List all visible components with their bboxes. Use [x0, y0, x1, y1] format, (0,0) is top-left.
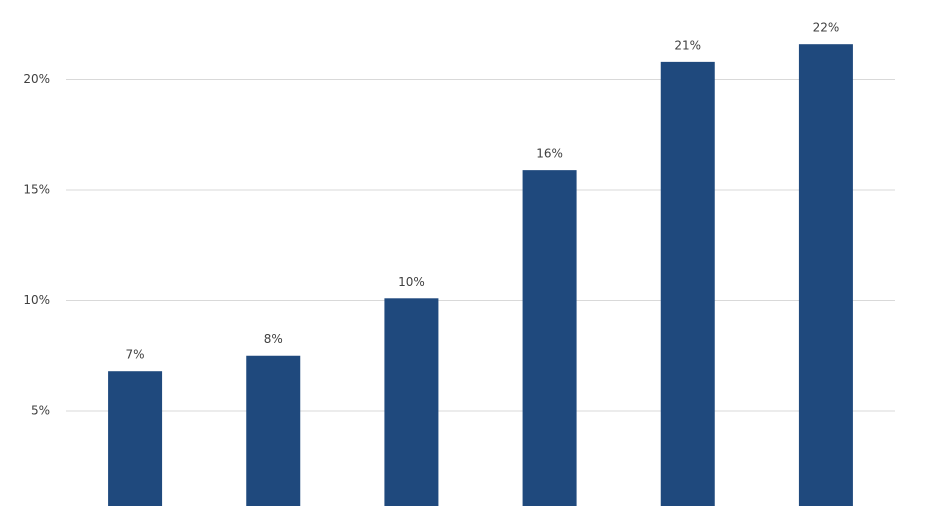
y-tick-label: 5%: [31, 403, 50, 417]
bar: [522, 170, 577, 506]
bar: [246, 355, 301, 506]
y-tick-label: 10%: [23, 293, 50, 307]
data-label: 16%: [536, 147, 563, 161]
data-label: 21%: [674, 38, 701, 52]
bar: [798, 44, 853, 506]
data-label: 8%: [264, 332, 283, 346]
data-label: 7%: [126, 348, 145, 362]
bar: [384, 298, 439, 506]
data-label: 22%: [813, 21, 840, 35]
bar: [660, 61, 715, 506]
y-tick-label: 15%: [23, 183, 50, 197]
y-tick-label: 20%: [23, 72, 50, 86]
bar: [108, 371, 163, 506]
data-label: 10%: [398, 275, 425, 289]
